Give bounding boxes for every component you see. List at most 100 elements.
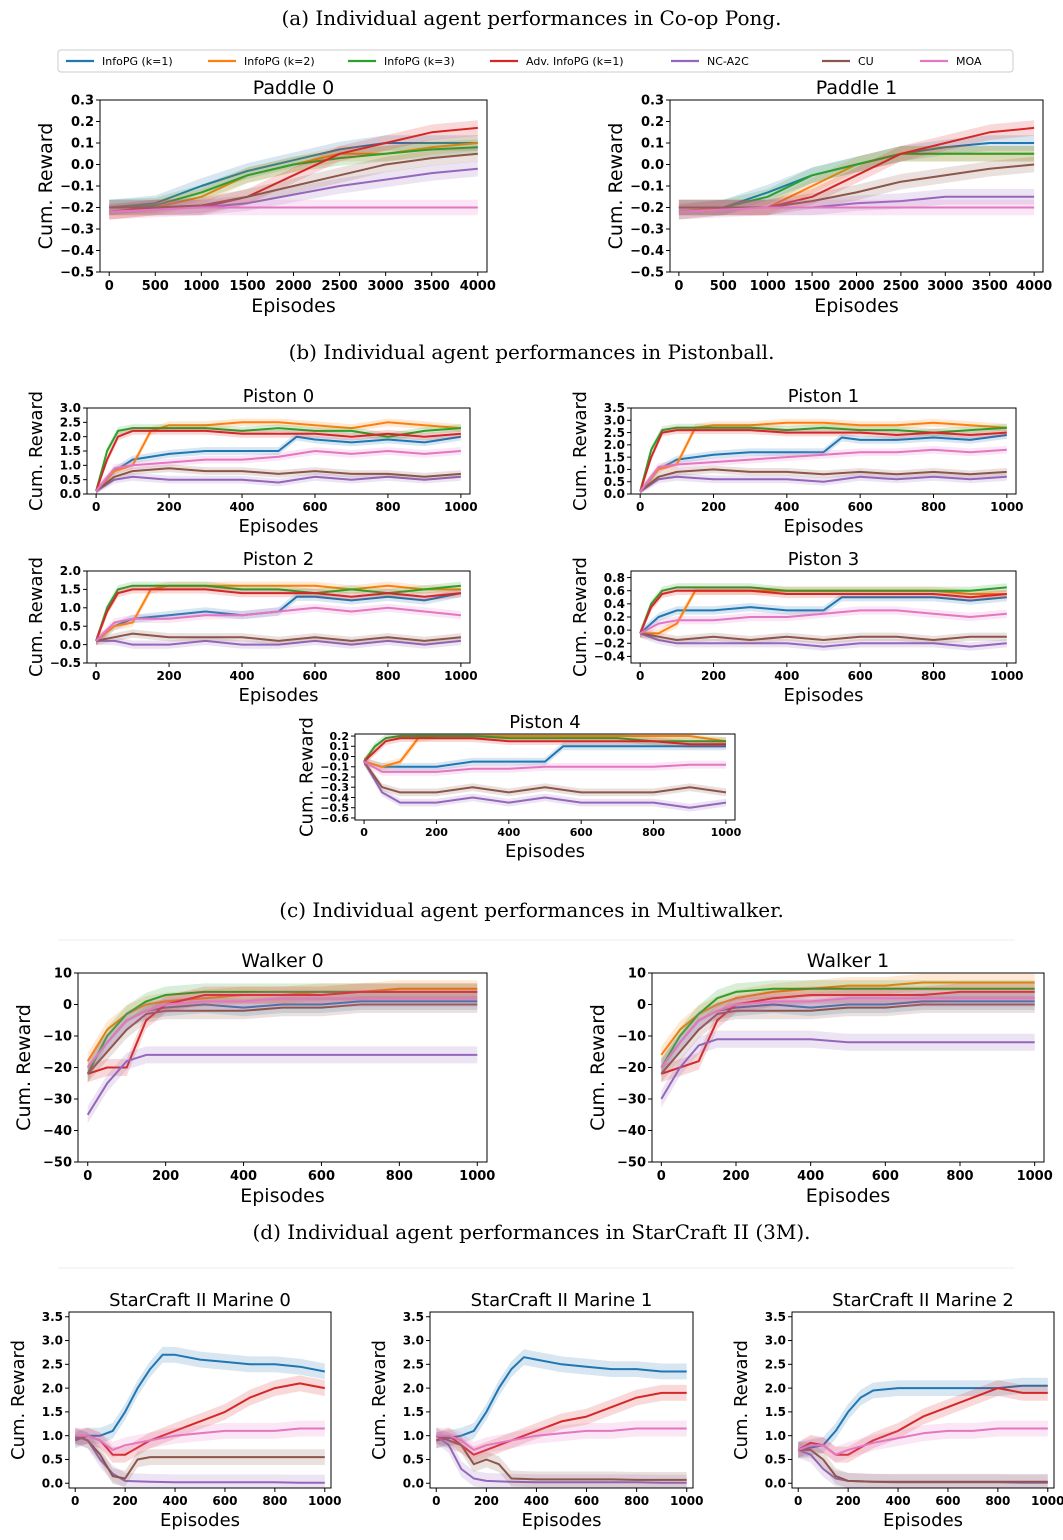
y-tick-label: 3.0 [60,401,81,415]
series-line [95,475,461,492]
y-tick-label: 3.0 [604,413,625,427]
x-tick-label: 200 [425,826,448,839]
chart-title: Piston 4 [509,712,581,733]
x-tick-label: 1000 [308,1494,341,1508]
legend-label: InfoPG (k=3) [384,55,455,68]
y-tick-label: 1.0 [42,1429,63,1443]
y-tick-label: −0.4 [60,244,94,259]
x-tick-label: 1000 [459,1169,495,1184]
series-line [95,427,461,492]
y-tick-label: −0.5 [60,266,94,281]
series-band [364,757,726,797]
series-line [678,152,1035,209]
series-line [95,588,462,642]
y-tick-label: 0.0 [604,487,625,501]
plot-frame [791,1311,1055,1489]
chart-piston-0: 0 200 400 600 800 1000 0.00.51.01.52.02.53.0 Pi… [26,386,478,537]
x-tick-label: 600 [872,1169,899,1184]
series-band [96,464,461,494]
x-tick-label: 1000 [1017,1169,1053,1184]
legend-label: Adv. InfoPG (k=1) [526,55,624,68]
x-tick-label: 1000 [990,669,1023,683]
legend-label: InfoPG (k=2) [244,55,315,68]
series-line [86,997,478,1069]
x-tick-label: 1000 [444,669,477,683]
y-tick-label: 0.1 [641,137,664,152]
x-tick-label: 1500 [229,279,265,294]
series-line [435,1434,687,1481]
y-tick-label: −0.5 [320,802,349,815]
chart-title: Piston 1 [788,386,860,407]
y-tick-label: 0.0 [71,158,94,173]
series-band [678,135,1035,220]
x-tick-label: 0 [636,500,644,514]
y-tick-label: 1.5 [765,1405,786,1419]
series-line [95,467,461,492]
series-band [436,1427,687,1488]
chart-walker-0: 0 200 400 600 800 1000 −50 −40 −30 −20 −10 0 10 Walke… [13,950,495,1207]
x-tick-label: 200 [836,1494,861,1508]
y-axis-label: Cum. Reward [587,1004,609,1131]
x-tick-label: 200 [157,669,182,683]
y-axis-label: Cum. Reward [570,391,591,511]
x-axis-label: Episodes [505,841,585,862]
series-band [87,983,478,1083]
x-tick-label: 800 [262,1494,287,1508]
series-line [639,429,1007,492]
series-band [678,189,1035,216]
x-tick-label: 400 [774,500,799,514]
chart-title: Paddle 0 [253,77,334,99]
y-tick-label: −40 [617,1124,646,1139]
series-line [363,745,726,768]
series-line [86,1053,478,1116]
series-line [660,987,1035,1069]
chart-starcraft-ii-marine-1: 0 200 400 600 800 1000 0.0 0.5 1.0 1.5 2.0 2.5 3.0 3.… [369,1290,704,1531]
x-tick-label: 800 [375,500,400,514]
x-tick-label: 400 [229,669,254,683]
series-band [109,139,478,216]
x-axis-label: Episodes [883,1510,963,1531]
series-line [678,163,1035,209]
x-tick-label: 800 [921,500,946,514]
x-tick-label: 200 [474,1494,499,1508]
series-line [660,1003,1035,1075]
x-tick-label: 2000 [275,279,311,294]
series-line [798,1384,1048,1451]
series-band [96,447,461,494]
x-tick-label: 0 [71,1494,79,1508]
y-tick-label: 1.5 [60,444,81,458]
x-tick-label: 0 [432,1494,440,1508]
chart-piston-4: 0 200 400 600 800 1000 −0.6−0.5−0.4−0.3−0.2−0.… [296,712,741,862]
y-tick-label: 0.8 [604,571,625,585]
series-band [661,989,1035,1076]
series-line [639,596,1007,635]
y-tick-label: 3.5 [604,401,625,415]
x-tick-label: 400 [230,1169,257,1184]
x-tick-label: 4000 [1016,279,1052,294]
legend-label: NC-A2C [707,55,749,68]
y-tick-label: 2.0 [42,1381,63,1395]
x-tick-label: 200 [152,1169,179,1184]
y-tick-label: 2.5 [403,1358,424,1372]
y-tick-label: −50 [43,1156,72,1171]
y-tick-label: 2.0 [604,438,625,452]
x-tick-label: 1500 [794,279,830,294]
series-band [661,973,1035,1064]
y-tick-label: −20 [43,1061,72,1076]
series-band [364,757,726,812]
chart-title: Piston 3 [788,549,860,570]
series-band [109,146,478,216]
y-tick-label: −10 [43,1030,72,1045]
x-tick-label: 600 [574,1494,599,1508]
y-tick-label: 0.6 [604,584,625,598]
series-line [435,1434,687,1484]
series-line [678,206,1035,213]
series-band [640,418,1007,494]
series-band [661,983,1035,1083]
y-tick-label: 0.5 [42,1453,63,1467]
series-line [660,990,1035,1075]
y-axis-label: Cum. Reward [26,391,47,511]
y-tick-label: 1.5 [604,450,625,464]
y-tick-label: 0.2 [71,115,94,130]
